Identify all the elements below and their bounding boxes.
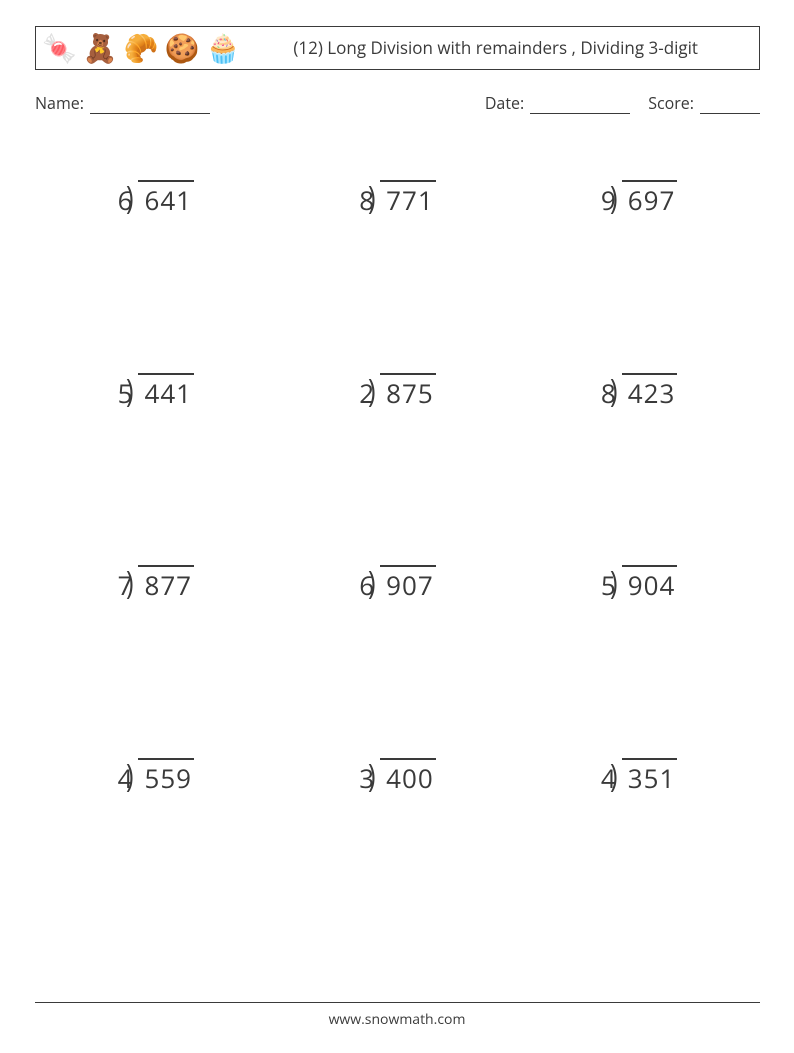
dividend: 559 (138, 758, 194, 796)
long-division-problem: 6641 (118, 182, 194, 218)
dividend: 697 (622, 180, 678, 218)
problem-cell: 5904 (518, 545, 760, 738)
dividend: 907 (380, 565, 436, 603)
emoji-icon: 🍪 (165, 34, 200, 62)
division-bracket-icon: 641 (136, 182, 194, 218)
date-blank[interactable] (530, 99, 630, 114)
problem-cell: 6641 (35, 160, 277, 353)
problem-cell: 4351 (518, 738, 760, 931)
division-bracket-icon: 875 (378, 375, 436, 411)
dividend: 877 (138, 565, 194, 603)
long-division-problem: 8771 (359, 182, 435, 218)
score-field: Score: (648, 92, 760, 114)
problem-cell: 4559 (35, 738, 277, 931)
dividend: 641 (138, 180, 194, 218)
dividend: 904 (622, 565, 678, 603)
division-bracket-icon: 907 (378, 567, 436, 603)
long-division-problem: 5441 (118, 375, 194, 411)
problem-cell: 9697 (518, 160, 760, 353)
problem-cell: 7877 (35, 545, 277, 738)
dividend: 771 (380, 180, 436, 218)
long-division-problem: 5904 (601, 567, 677, 603)
problem-cell: 8771 (277, 160, 519, 353)
name-field: Name: (35, 92, 210, 114)
fields-row: Name: Date: Score: (35, 92, 760, 114)
long-division-problem: 4351 (601, 760, 677, 796)
division-bracket-icon: 441 (136, 375, 194, 411)
division-bracket-icon: 771 (378, 182, 436, 218)
division-bracket-icon: 904 (620, 567, 678, 603)
date-label: Date: (485, 92, 524, 114)
dividend: 400 (380, 758, 436, 796)
dividend: 351 (622, 758, 678, 796)
header-emoji-row: 🍬 🧸 🥐 🍪 🧁 (42, 34, 240, 62)
long-division-problem: 7877 (118, 567, 194, 603)
name-label: Name: (35, 92, 84, 114)
emoji-icon: 🥐 (124, 34, 159, 62)
worksheet-title: (12) Long Division with remainders , Div… (240, 36, 751, 60)
dividend: 441 (138, 373, 194, 411)
problem-cell: 2875 (277, 353, 519, 546)
problem-cell: 5441 (35, 353, 277, 546)
dividend: 423 (622, 373, 678, 411)
long-division-problem: 6907 (359, 567, 435, 603)
long-division-problem: 9697 (601, 182, 677, 218)
score-blank[interactable] (700, 99, 760, 114)
division-bracket-icon: 697 (620, 182, 678, 218)
long-division-problem: 8423 (601, 375, 677, 411)
emoji-icon: 🧁 (206, 34, 241, 62)
emoji-icon: 🍬 (42, 34, 77, 62)
division-bracket-icon: 351 (620, 760, 678, 796)
name-blank[interactable] (90, 99, 210, 114)
problems-grid: 6641 8771 9697 5441 2875 8423 7877 6907 5904 4559… (35, 160, 760, 930)
problem-cell: 3400 (277, 738, 519, 931)
division-bracket-icon: 877 (136, 567, 194, 603)
division-bracket-icon: 559 (136, 760, 194, 796)
footer-text: www.snowmath.com (0, 1010, 794, 1029)
score-label: Score: (648, 92, 694, 114)
emoji-icon: 🧸 (83, 34, 118, 62)
header-box: 🍬 🧸 🥐 🍪 🧁 (12) Long Division with remain… (35, 26, 760, 70)
long-division-problem: 3400 (359, 760, 435, 796)
worksheet-page: 🍬 🧸 🥐 🍪 🧁 (12) Long Division with remain… (0, 0, 794, 1053)
problem-cell: 8423 (518, 353, 760, 546)
dividend: 875 (380, 373, 436, 411)
division-bracket-icon: 400 (378, 760, 436, 796)
long-division-problem: 4559 (118, 760, 194, 796)
long-division-problem: 2875 (359, 375, 435, 411)
date-field: Date: (485, 92, 630, 114)
footer-divider (35, 1002, 760, 1003)
problem-cell: 6907 (277, 545, 519, 738)
division-bracket-icon: 423 (620, 375, 678, 411)
